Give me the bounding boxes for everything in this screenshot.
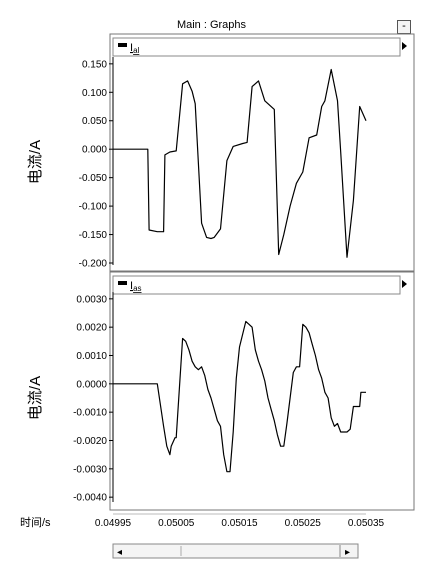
lower-y-axis-label: 电流/A [27,376,44,420]
x-axis-label: 时间/s [20,516,51,529]
upper-legend-label: Ial [130,42,140,55]
lower-y-tick-label: 0.0030 [76,294,107,305]
x-tick-label: 0.05035 [348,518,385,529]
lower-y-tick-label: 0.0010 [76,351,107,362]
upper-y-tick-label: -0.200 [79,259,108,270]
upper-panel-arrow-icon[interactable] [402,42,407,50]
x-tick-label: 0.05005 [158,518,195,529]
upper-y-tick-label: 0.100 [82,88,107,99]
lower-y-tick-label: 0.0000 [76,379,107,390]
lower-legend-swatch [118,281,127,285]
lower-legend-label: Ias [130,280,142,293]
upper-y-tick-label: 0.150 [82,59,107,70]
upper-series-line [113,68,367,258]
x-tick-label: 0.05025 [285,518,322,529]
x-tick-label: 0.05015 [221,518,258,529]
upper-chart: Ial 0.150 0.100 0.050 0.000 -0.050 -0.100 -0.15… [27,42,367,270]
upper-y-tick-label: -0.050 [79,173,108,184]
scroll-left-arrow[interactable]: ◂ [117,547,122,558]
lower-chart: Ias 0.0030 0.0020 0.0010 0.0000 -0.0010 -0.002… [20,280,385,529]
lower-panel-frame [109,271,415,511]
lower-y-tick-label: -0.0010 [73,408,107,419]
lower-y-tick-label: -0.0040 [73,493,107,504]
lower-y-tick-label: -0.0030 [73,464,107,475]
upper-y-tick-label: -0.100 [79,202,108,213]
x-tick-label: 0.04995 [95,518,132,529]
upper-y-tick-label: 0.000 [82,145,107,156]
lower-y-tick-label: 0.0020 [76,323,107,334]
upper-y-tick-label: 0.050 [82,116,107,127]
horizontal-scrollbar[interactable] [112,543,359,559]
upper-legend-swatch [118,43,127,47]
upper-y-tick-label: -0.150 [79,230,108,241]
lower-series-line [113,320,366,473]
lower-panel-arrow-icon[interactable] [402,280,407,288]
lower-legend-bar [112,275,401,295]
scroll-right-arrow[interactable]: ▸ [345,547,350,558]
upper-y-axis-label: 电流/A [27,140,44,184]
title-bar: Main : Graphs [0,18,423,36]
lower-y-tick-label: -0.0020 [73,436,107,447]
window-title: Main : Graphs [176,19,247,31]
upper-panel-frame [109,33,415,272]
upper-legend-bar [112,37,401,57]
